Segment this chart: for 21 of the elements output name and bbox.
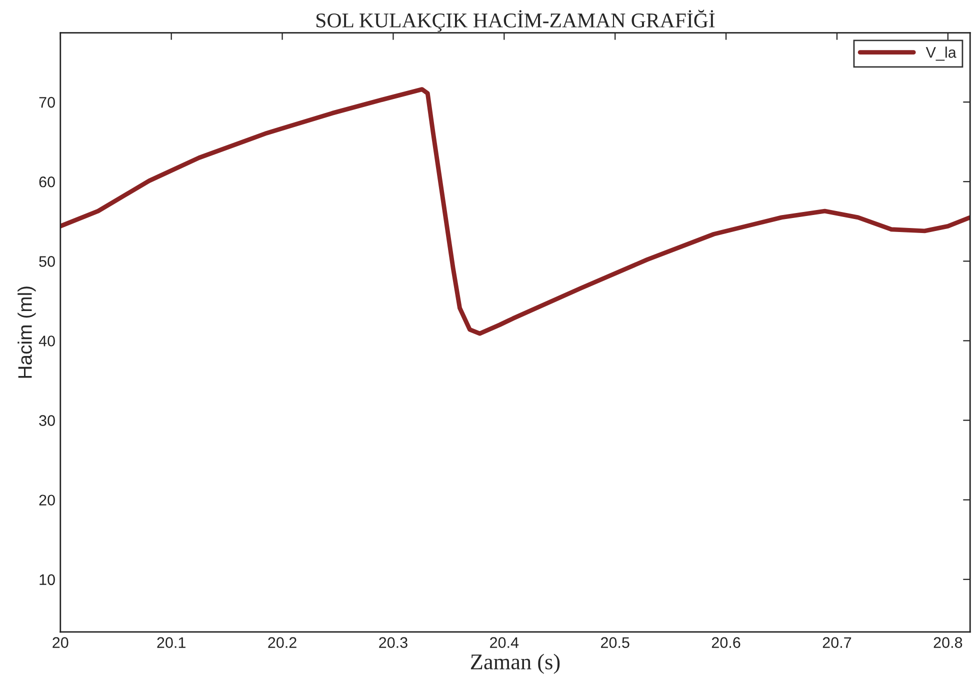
x-tick-label: 20.4 — [490, 637, 519, 648]
x-tick-label: 20.3 — [379, 637, 408, 648]
chart-title: SOL KULAKÇIK HACİM-ZAMAN GRAFİĞİ — [316, 10, 715, 32]
x-tick-label: 20.6 — [712, 637, 740, 648]
y-axis-title: Hacim (ml) — [18, 286, 36, 378]
y-tick-label: 70 — [39, 96, 55, 108]
y-tick-label: 30 — [39, 415, 55, 426]
y-tick-label: 20 — [39, 494, 55, 506]
y-tick-label: 10 — [40, 574, 55, 586]
line-series — [60, 87, 970, 336]
x-tick-label: 20.8 — [934, 637, 962, 648]
legend-label: V_la — [926, 46, 956, 61]
y-tick-label: 50 — [39, 256, 55, 267]
x-tick-label: 20.5 — [600, 637, 630, 648]
x-axis-title: Zaman (s) — [470, 654, 560, 674]
x-tick-label: 20.7 — [822, 637, 852, 648]
x-tick-label: 20 — [52, 637, 68, 648]
x-tick-label: 20.1 — [157, 637, 186, 648]
y-tick-label: 60 — [39, 176, 55, 188]
y-tick-label: 40 — [38, 336, 55, 346]
x-tick-label: 20.2 — [268, 637, 296, 648]
